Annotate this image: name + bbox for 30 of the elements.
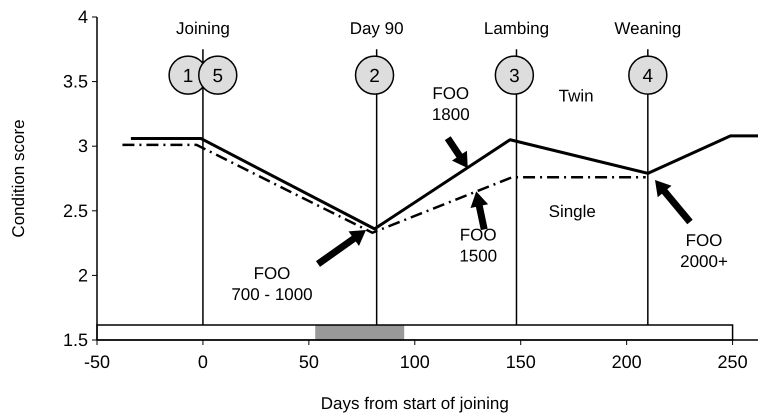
series-label: Single — [548, 202, 596, 222]
x-tick-label: 0 — [198, 352, 208, 372]
ref-line-label: Weaning — [614, 19, 682, 38]
annotation: FOO 2000+ — [680, 231, 728, 271]
ref-line-label: Day 90 — [350, 19, 404, 38]
annotation: FOO 1800 — [432, 84, 470, 124]
x-axis-title: Days from start of joining — [320, 394, 509, 413]
x-tick-label: 50 — [298, 352, 319, 372]
y-tick-label: 4 — [78, 7, 88, 27]
ref-line-label: Lambing — [484, 19, 550, 38]
annotation: 3 — [509, 66, 520, 88]
y-tick-label: 1.5 — [62, 330, 88, 350]
text: Twin — [558, 86, 594, 106]
x-tick-label: 100 — [400, 352, 430, 372]
annotation: FOO 1500 — [459, 225, 498, 266]
y-axis-title: Condition score — [9, 119, 28, 238]
y-tick-label: 2 — [78, 265, 88, 286]
x-tick-label: 250 — [718, 352, 748, 372]
annotation: 5 — [212, 66, 224, 88]
y-tick-label: 2.5 — [62, 200, 88, 221]
x-tick-label: 150 — [506, 352, 536, 372]
annotation: 1 — [182, 66, 194, 88]
ref-line-label: Joining — [176, 19, 230, 38]
y-tick-label: 3 — [78, 136, 88, 156]
y-tick-label: 3.5 — [62, 72, 88, 92]
annotation: 4 — [642, 66, 654, 88]
annotation: FOO 700 - 1000 — [231, 264, 313, 304]
annotation: 2 — [369, 66, 380, 88]
x-tick-label: 200 — [612, 352, 642, 372]
x-tick-label: -50 — [84, 352, 110, 372]
